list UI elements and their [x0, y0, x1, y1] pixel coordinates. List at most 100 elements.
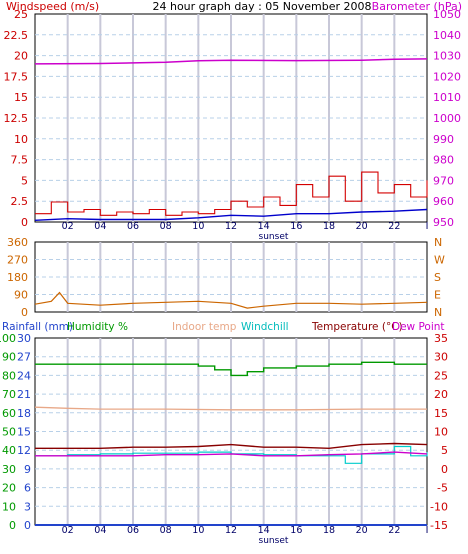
temp-panel-tick-label: 06	[127, 525, 139, 536]
compass-tick-label: N	[434, 306, 442, 319]
wind-panel-tick-label: 14	[258, 221, 270, 232]
rainfall-tick-label: 6	[24, 482, 31, 495]
humidity-tick-label: 10	[2, 500, 16, 513]
wind-panel-tick-label: 18	[323, 221, 335, 232]
temperature-tick-label: 30	[434, 351, 448, 364]
barometer-tick-label: 1030	[433, 50, 461, 63]
legend-dewpoint: Dew Point	[392, 321, 445, 333]
direction-tick-label: 90	[14, 289, 28, 302]
direction-tick-label: 180	[7, 271, 28, 284]
windspeed-tick-label: 5	[21, 174, 28, 187]
compass-tick-label: N	[434, 236, 442, 249]
direction-tick-label: 0	[21, 306, 28, 319]
wind-panel-tick-label: 16	[290, 221, 302, 232]
windspeed-tick-label: 22.5	[4, 29, 29, 42]
windspeed-tick-label: 2.5	[11, 195, 29, 208]
dewpoint-line	[35, 451, 428, 457]
humidity-tick-label: 40	[2, 444, 16, 457]
humidity-tick-label: 20	[2, 482, 16, 495]
temp-panel-tick-label: 14	[258, 525, 270, 536]
barometer-tick-label: 990	[433, 133, 454, 146]
humidity-tick-label: 0	[9, 519, 16, 532]
temp-panel-tick-label: I	[426, 525, 429, 536]
windspeed-tick-label: 25	[14, 8, 28, 21]
humidity-tick-label: 100	[0, 332, 16, 345]
wind-panel-tick-label: 02	[62, 221, 74, 232]
humidity-tick-label: 50	[2, 426, 16, 439]
windspeed-tick-label: 12.5	[4, 112, 29, 125]
temperature-tick-label: -15	[430, 519, 448, 532]
rainfall-tick-label: 15	[17, 426, 31, 439]
barometer-axis-title: Barometer (hPa)	[372, 0, 462, 13]
rainfall-tick-label: 27	[17, 351, 31, 364]
temperature-tick-label: -5	[437, 482, 448, 495]
windspeed-tick-label: 17.5	[4, 70, 29, 83]
temperature-line	[35, 442, 428, 450]
wind-panel-tick-label: 22	[388, 221, 400, 232]
rainfall-tick-label: 18	[17, 407, 31, 420]
temp-panel-tick-label: 04	[94, 525, 106, 536]
temperature-tick-label: 0	[441, 463, 448, 476]
wind-panel-tick-label: I	[426, 221, 429, 232]
rainfall-tick-label: 0	[24, 519, 31, 532]
legend-windchill: Windchill	[241, 321, 289, 333]
indoor-temp-line	[34, 406, 427, 411]
windspeed-tick-label: 20	[14, 50, 28, 63]
legend-rainfall: Rainfall (mm)	[2, 321, 73, 333]
wind-panel-tick-label: 08	[160, 221, 172, 232]
wind-average-line	[34, 208, 428, 221]
temperature-tick-label: 20	[434, 388, 448, 401]
wind-panel-tick-label: 06	[127, 221, 139, 232]
wind-panel-sunset-label: sunset	[259, 232, 289, 242]
temperature-tick-label: 25	[434, 369, 448, 382]
windspeed-tick-label: 7.5	[11, 154, 29, 167]
temperature-tick-label: -10	[430, 500, 448, 513]
temp-panel-tick-label: 08	[160, 525, 172, 536]
temp-panel-tick-label: 10	[192, 525, 204, 536]
barometer-tick-label: 1050	[433, 8, 461, 21]
temperature-tick-label: 10	[434, 426, 448, 439]
barometer-tick-label: 960	[433, 195, 454, 208]
compass-tick-label: E	[434, 289, 441, 302]
wind-panel-tick-label: 20	[356, 221, 368, 232]
humidity-tick-label: 80	[2, 369, 16, 382]
barometer-tick-label: 1010	[433, 91, 461, 104]
barometer-tick-label: 1040	[433, 29, 461, 42]
rainfall-tick-label: 9	[24, 463, 31, 476]
barometer-tick-label: 970	[433, 174, 454, 187]
barometer-tick-label: 950	[433, 216, 454, 229]
legend-indoor-temp: Indoor temp	[172, 321, 237, 333]
temp-panel-tick-label: 22	[388, 525, 400, 536]
humidity-tick-label: 30	[2, 463, 16, 476]
wind-panel-tick-label: 12	[225, 221, 237, 232]
wind-panel-tick-label: 10	[192, 221, 204, 232]
temp-panel-tick-label: 02	[62, 525, 74, 536]
temp-panel-tick-label: 20	[356, 525, 368, 536]
temp-panel-tick-label: 16	[290, 525, 302, 536]
rainfall-tick-label: 30	[17, 332, 31, 345]
legend-temperature: Temperature (°C)	[311, 321, 403, 333]
direction-tick-label: 270	[7, 254, 28, 267]
windspeed-tick-label: 10	[14, 133, 28, 146]
direction-tick-label: 360	[7, 236, 28, 249]
rainfall-tick-label: 24	[17, 369, 31, 382]
wind-panel-tick-label: 04	[94, 221, 106, 232]
temp-panel-tick-label: 12	[225, 525, 237, 536]
temperature-tick-label: 5	[441, 444, 448, 457]
temp-panel-sunset-label: sunset	[259, 536, 289, 546]
temperature-tick-label: 15	[434, 407, 448, 420]
temp-panel-tick-label: 18	[323, 525, 335, 536]
humidity-tick-label: 70	[2, 388, 16, 401]
wind-direction-line	[34, 291, 428, 309]
humidity-tick-label: 90	[2, 351, 16, 364]
windspeed-tick-label: 15	[14, 91, 28, 104]
rainfall-tick-label: 12	[17, 444, 31, 457]
rainfall-tick-label: 21	[17, 388, 31, 401]
compass-tick-label: W	[434, 254, 445, 267]
windchill-line	[35, 445, 428, 464]
barometer-line	[34, 58, 428, 65]
temperature-tick-label: 35	[434, 332, 448, 345]
barometer-tick-label: 980	[433, 154, 454, 167]
